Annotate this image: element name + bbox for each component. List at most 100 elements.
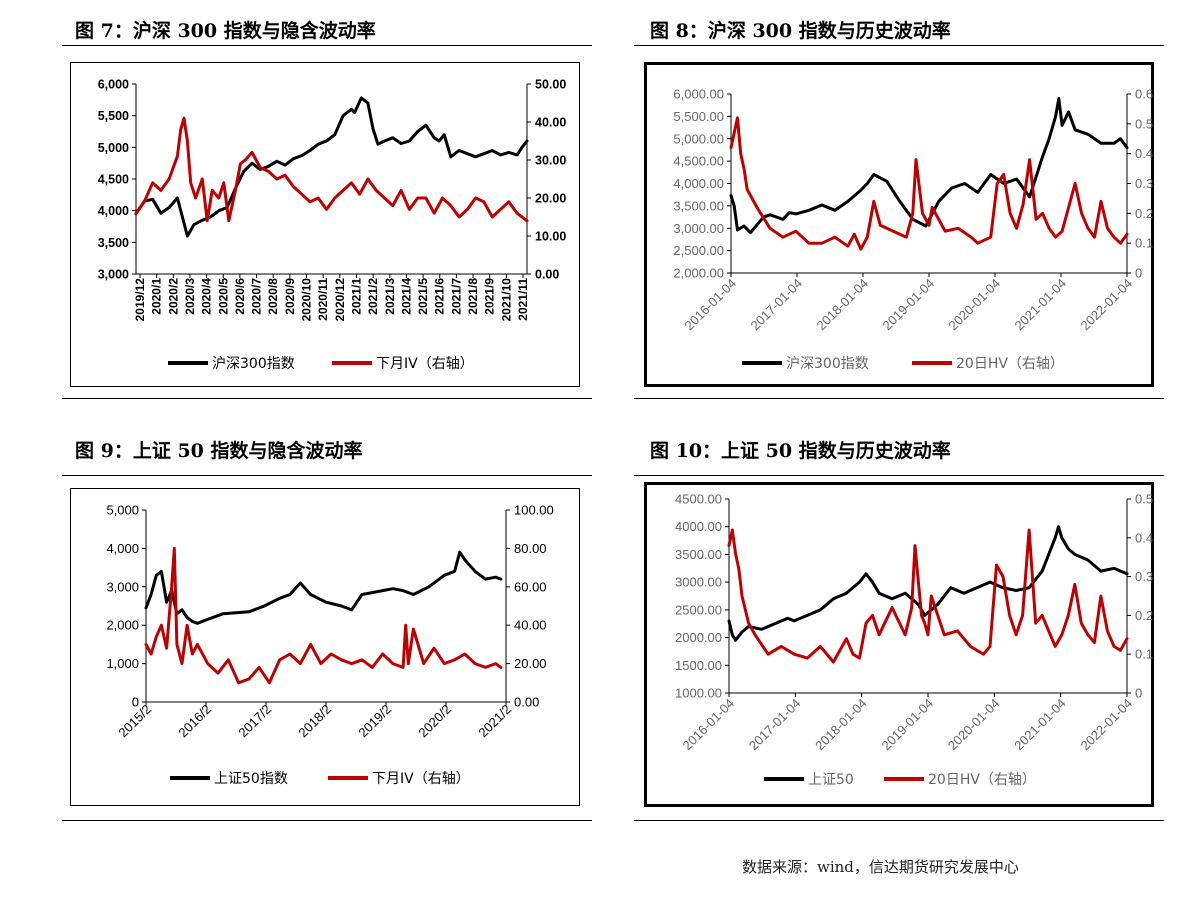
left-axis-tick-label: 4500.00 — [675, 492, 722, 507]
right-axis-tick-label: 0.4 — [1135, 530, 1153, 545]
x-axis-tick-label: 2021/3 — [383, 278, 397, 315]
legend-label: 沪深300指数 — [786, 356, 869, 372]
left-axis-tick-label: 3,500.00 — [673, 198, 724, 213]
x-axis-tick-label: 2020/2 — [166, 278, 180, 315]
right-axis-tick-label: 50.00 — [535, 78, 566, 92]
series-line-volatility — [144, 546, 503, 685]
left-axis-tick-label: 4,000.00 — [673, 176, 724, 191]
right-axis-tick-label: 40.00 — [535, 116, 566, 130]
x-axis-tick-label: 2020/4 — [200, 278, 214, 315]
figure-10-top-rule — [634, 475, 1164, 476]
right-axis-tick-label: 0.1 — [1135, 647, 1153, 662]
legend-label: 上证50指数 — [214, 771, 288, 787]
left-axis-tick-label: 3000.00 — [675, 575, 722, 590]
series-line-index — [729, 97, 1129, 235]
left-axis-tick-label: 2500.00 — [675, 602, 722, 617]
x-axis-tick-label: 2021/1 — [349, 278, 363, 315]
left-axis-tick-label: 3500.00 — [675, 547, 722, 562]
right-axis-tick-label: 0.1 — [1135, 236, 1153, 251]
right-axis-tick-label: 0 — [1135, 686, 1142, 701]
figure-7-bottom-rule — [62, 398, 592, 399]
x-axis-tick-label: 2020/3 — [183, 278, 197, 315]
figure-8-bottom-rule — [634, 398, 1164, 399]
chart-frame — [70, 62, 580, 387]
figure-9-bottom-rule — [62, 820, 592, 821]
legend-label: 下月IV（右轴） — [372, 771, 470, 787]
figure-7-top-rule — [62, 45, 592, 46]
right-axis-tick-label: 40.00 — [514, 618, 547, 633]
x-axis-tick-label: 2021/10 — [499, 278, 513, 322]
left-axis-tick-label: 0 — [132, 695, 139, 710]
left-axis-tick-label: 6,000 — [98, 78, 129, 92]
right-axis-tick-label: 0.2 — [1135, 608, 1153, 623]
x-axis-tick-label: 2020/7 — [250, 278, 264, 315]
right-axis-tick-label: 20.00 — [514, 656, 547, 671]
figure-10-title: 图 10：上证 50 指数与历史波动率 — [650, 440, 951, 462]
legend-label: 沪深300指数 — [212, 356, 295, 372]
left-axis-tick-label: 3,500 — [98, 236, 129, 250]
right-axis-tick-label: 0.5 — [1135, 116, 1153, 131]
x-axis-tick-label: 2020/5 — [216, 278, 230, 315]
figure-9-top-rule — [62, 475, 592, 476]
series-line-index — [134, 96, 529, 238]
chart-svg: 0 1,000 2,000 3,000 4,000 5,000 0.00 20.00 40.00… — [70, 488, 580, 806]
left-axis-tick-label: 3,000.00 — [673, 221, 724, 236]
x-axis-tick-label: 2020/8 — [266, 278, 280, 315]
right-axis-tick-label: 100.00 — [514, 503, 554, 518]
left-axis-tick-label: 4,000 — [98, 204, 129, 218]
right-axis-tick-label: 0.3 — [1135, 569, 1153, 584]
left-axis-tick-label: 1,000 — [106, 656, 139, 671]
chart-frame — [644, 62, 1154, 387]
left-axis-tick-label: 3,000 — [98, 268, 129, 282]
right-axis-tick-label: 0.00 — [514, 695, 539, 710]
right-axis-tick-label: 0.5 — [1135, 492, 1153, 507]
x-axis-tick-label: 2020/10 — [300, 278, 314, 322]
chart-svg: 1000.00 1500.00 2000.00 2500.00 3000.00 3500.… — [644, 482, 1154, 807]
figure-8-top-rule — [634, 45, 1164, 46]
left-axis-tick-label: 6,000.00 — [673, 87, 724, 102]
left-axis-tick-label: 4,500.00 — [673, 154, 724, 169]
left-axis-tick-label: 2000.00 — [675, 630, 722, 645]
left-axis-tick-label: 2,000 — [106, 618, 139, 633]
chart-svg: 3,000 3,500 4,000 4,500 5,000 5,500 6,000 0.00 1… — [70, 62, 580, 387]
right-axis-tick-label: 30.00 — [535, 154, 566, 168]
figure-7-chart: 3,000 3,500 4,000 4,500 5,000 5,500 6,000 0.00 1… — [70, 62, 580, 387]
left-axis-tick-label: 5,500 — [98, 109, 129, 123]
left-axis-tick-label: 2,500.00 — [673, 243, 724, 258]
left-axis-tick-label: 1000.00 — [675, 686, 722, 701]
figure-8-title: 图 8：沪深 300 指数与历史波动率 — [650, 20, 951, 42]
x-axis-tick-label: 2020/6 — [233, 278, 247, 315]
legend-label: 20日HV（右轴） — [928, 772, 1036, 788]
left-axis-tick-label: 5,000.00 — [673, 131, 724, 146]
legend-label: 20日HV（右轴） — [956, 356, 1064, 372]
chart-svg: 2,000.00 2,500.00 3,000.00 3,500.00 4,000.00… — [644, 62, 1154, 387]
series-line-volatility — [727, 528, 1129, 664]
left-axis-tick-label: 4,500 — [98, 173, 129, 187]
right-axis-tick-label: 80.00 — [514, 541, 547, 556]
right-axis-tick-label: 0.00 — [535, 268, 559, 282]
figure-8-chart: 2,000.00 2,500.00 3,000.00 3,500.00 4,000.00… — [644, 62, 1154, 387]
right-axis-tick-label: 60.00 — [514, 579, 547, 594]
series-line-volatility — [729, 116, 1129, 251]
x-axis-tick-label: 2021/8 — [466, 278, 480, 315]
x-axis-tick-label: 2020/12 — [333, 278, 347, 322]
series-line-index — [727, 525, 1129, 642]
left-axis-tick-label: 4,000 — [106, 541, 139, 556]
left-axis-tick-label: 3,000 — [106, 579, 139, 594]
x-axis-tick-label: 2021/5 — [416, 278, 430, 315]
figure-10-chart: 1000.00 1500.00 2000.00 2500.00 3000.00 3500.… — [644, 482, 1154, 807]
x-axis-tick-label: 2021/2 — [366, 278, 380, 315]
left-axis-tick-label: 5,000 — [106, 503, 139, 518]
left-axis-tick-label: 4000.00 — [675, 519, 722, 534]
figure-10-bottom-rule — [634, 820, 1164, 821]
figure-9-chart: 0 1,000 2,000 3,000 4,000 5,000 0.00 20.00 40.00… — [70, 488, 580, 806]
right-axis-tick-label: 10.00 — [535, 230, 566, 244]
x-axis-tick-label: 2021/11 — [516, 278, 530, 321]
right-axis-tick-label: 0.3 — [1135, 176, 1153, 191]
legend-label: 下月IV（右轴） — [376, 356, 474, 372]
right-axis-tick-label: 20.00 — [535, 192, 566, 206]
figure-9-title: 图 9：上证 50 指数与隐含波动率 — [75, 440, 363, 462]
right-axis-tick-label: 0.6 — [1135, 87, 1153, 102]
x-axis-tick-label: 2021/9 — [483, 278, 497, 315]
series-line-volatility — [134, 116, 529, 223]
